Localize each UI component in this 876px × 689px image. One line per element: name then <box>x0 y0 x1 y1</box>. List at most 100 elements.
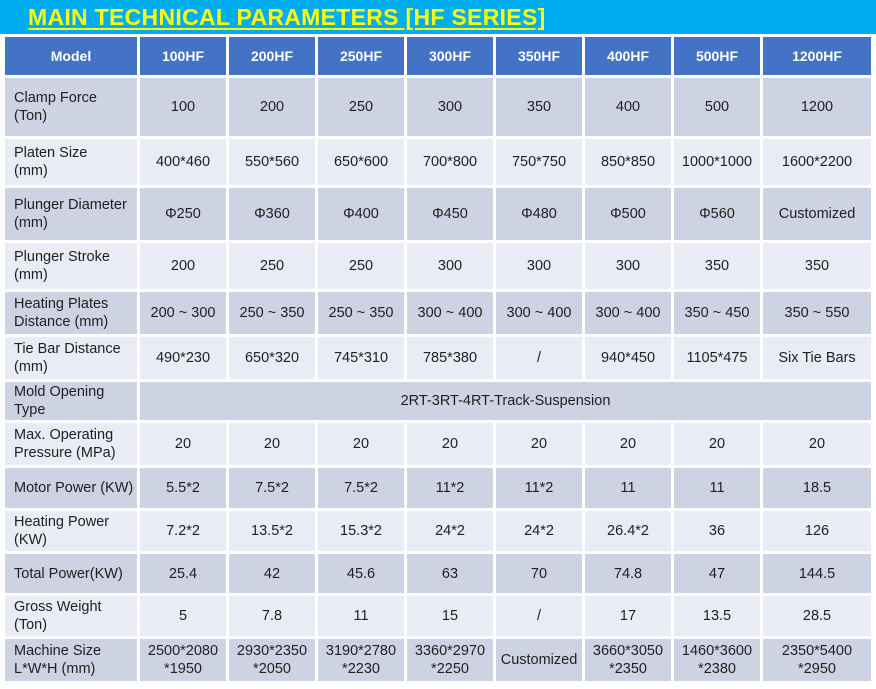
column-header-cell: 400HF <box>585 37 671 75</box>
value-cell: Φ500 <box>585 188 671 240</box>
table-row: Heating Power (KW) 7.2*2 13.5*2 15.3*2 24*2 2… <box>5 511 871 552</box>
value-cell: 11*2 <box>496 468 582 509</box>
table-row: Heating Plates Distance (mm) 200 ~ 300 250… <box>5 292 871 334</box>
row-label: Motor Power (KW) <box>5 468 137 509</box>
value-cell: 11 <box>674 468 760 509</box>
value-cell: 300 <box>496 243 582 289</box>
value-cell: 400*460 <box>140 139 226 185</box>
value-cell: 250 ~ 350 <box>229 292 315 334</box>
row-label: Plunger Stroke (mm) <box>5 243 137 289</box>
value-cell: / <box>496 596 582 637</box>
value-cell: 200 <box>229 78 315 136</box>
value-cell: 300 ~ 400 <box>496 292 582 334</box>
value-cell: 24*2 <box>407 511 493 552</box>
value-cell: 126 <box>763 511 871 552</box>
value-cell: 15 <box>407 596 493 637</box>
value-cell: 20 <box>140 423 226 466</box>
value-cell: 70 <box>496 554 582 594</box>
value-cell: 300 ~ 400 <box>585 292 671 334</box>
table-row: Tie Bar Distance (mm) 490*230 650*320 745*3… <box>5 337 871 379</box>
table-row: Total Power(KW) 25.4 42 45.6 63 70 74.8 47 144.5 <box>5 554 871 594</box>
page-title: MAIN TECHNICAL PARAMETERS [HF SERIES] <box>28 3 546 30</box>
value-cell: 7.8 <box>229 596 315 637</box>
row-label: Max. Operating Pressure (MPa) <box>5 423 137 466</box>
value-cell: 350 ~ 550 <box>763 292 871 334</box>
value-cell: Customized <box>763 188 871 240</box>
value-cell: 45.6 <box>318 554 404 594</box>
value-cell: 400 <box>585 78 671 136</box>
value-cell: 350 <box>496 78 582 136</box>
value-cell: 490*230 <box>140 337 226 379</box>
value-cell: 350 <box>674 243 760 289</box>
value-cell: 144.5 <box>763 554 871 594</box>
value-cell: Φ560 <box>674 188 760 240</box>
value-cell: 250 <box>318 78 404 136</box>
value-cell: 550*560 <box>229 139 315 185</box>
model-header-cell: Model <box>5 37 137 75</box>
value-cell: 3190*2780 *2230 <box>318 639 404 682</box>
value-cell: 745*310 <box>318 337 404 379</box>
row-label: Heating Plates Distance (mm) <box>5 292 137 334</box>
value-cell: 1200 <box>763 78 871 136</box>
row-label: Clamp Force (Ton) <box>5 78 137 136</box>
value-cell: 2350*5400 *2950 <box>763 639 871 682</box>
value-cell: 36 <box>674 511 760 552</box>
value-cell: 700*800 <box>407 139 493 185</box>
spec-table: Model 100HF 200HF 250HF 300HF 350HF 400HF 500HF… <box>2 34 874 684</box>
value-cell: 300 <box>585 243 671 289</box>
title-bar: MAIN TECHNICAL PARAMETERS [HF SERIES] <box>0 0 876 34</box>
row-label: Gross Weight (Ton) <box>5 596 137 637</box>
value-cell: 7.5*2 <box>229 468 315 509</box>
column-header-cell: 300HF <box>407 37 493 75</box>
value-cell: 300 <box>407 78 493 136</box>
row-label: Plunger Diameter (mm) <box>5 188 137 240</box>
value-cell: 1000*1000 <box>674 139 760 185</box>
row-label: Mold Opening Type <box>5 382 137 421</box>
value-cell: 650*600 <box>318 139 404 185</box>
value-cell: 940*450 <box>585 337 671 379</box>
table-row: Plunger Stroke (mm) 200 250 250 300 300 300 350… <box>5 243 871 289</box>
table-row: Plunger Diameter (mm) Φ250 Φ360 Φ400 Φ450 Φ48… <box>5 188 871 240</box>
value-cell: 7.5*2 <box>318 468 404 509</box>
value-cell: 20 <box>407 423 493 466</box>
value-cell: 500 <box>674 78 760 136</box>
table-row: Gross Weight (Ton) 5 7.8 11 15/17 13.5 28.5 <box>5 596 871 637</box>
value-cell: Customized <box>496 639 582 682</box>
value-cell: 200 <box>140 243 226 289</box>
value-cell: 20 <box>674 423 760 466</box>
column-header-cell: 1200HF <box>763 37 871 75</box>
value-cell: 250 ~ 350 <box>318 292 404 334</box>
value-cell: 2500*2080 *1950 <box>140 639 226 682</box>
row-label: Machine Size L*W*H (mm) <box>5 639 137 682</box>
row-label: Tie Bar Distance (mm) <box>5 337 137 379</box>
value-cell: 350 ~ 450 <box>674 292 760 334</box>
value-cell: 200 ~ 300 <box>140 292 226 334</box>
column-header-cell: 500HF <box>674 37 760 75</box>
value-cell: 2930*2350 *2050 <box>229 639 315 682</box>
value-cell: 74.8 <box>585 554 671 594</box>
row-label: Heating Power (KW) <box>5 511 137 552</box>
column-header-cell: 100HF <box>140 37 226 75</box>
table-header-row: Model 100HF 200HF 250HF 300HF 350HF 400HF 500HF… <box>5 37 871 75</box>
value-cell: 17 <box>585 596 671 637</box>
value-cell: 1105*475 <box>674 337 760 379</box>
table-row: Max. Operating Pressure (MPa) 20 20 20 20 20 2… <box>5 423 871 466</box>
table-row: Motor Power (KW) 5.5*2 7.5*2 7.5*2 11*2 11*2 1… <box>5 468 871 509</box>
value-cell: 3660*3050 *2350 <box>585 639 671 682</box>
value-cell: 63 <box>407 554 493 594</box>
value-cell: 11 <box>318 596 404 637</box>
value-cell: 20 <box>318 423 404 466</box>
value-cell: 1600*2200 <box>763 139 871 185</box>
value-cell: 5.5*2 <box>140 468 226 509</box>
value-cell: Φ450 <box>407 188 493 240</box>
value-cell: 750*750 <box>496 139 582 185</box>
value-cell: Φ250 <box>140 188 226 240</box>
value-cell: Φ480 <box>496 188 582 240</box>
column-header-cell: 350HF <box>496 37 582 75</box>
value-cell: 11*2 <box>407 468 493 509</box>
value-cell: 250 <box>229 243 315 289</box>
value-cell: 300 ~ 400 <box>407 292 493 334</box>
value-cell: 20 <box>496 423 582 466</box>
value-cell: 20 <box>763 423 871 466</box>
value-cell: 20 <box>585 423 671 466</box>
